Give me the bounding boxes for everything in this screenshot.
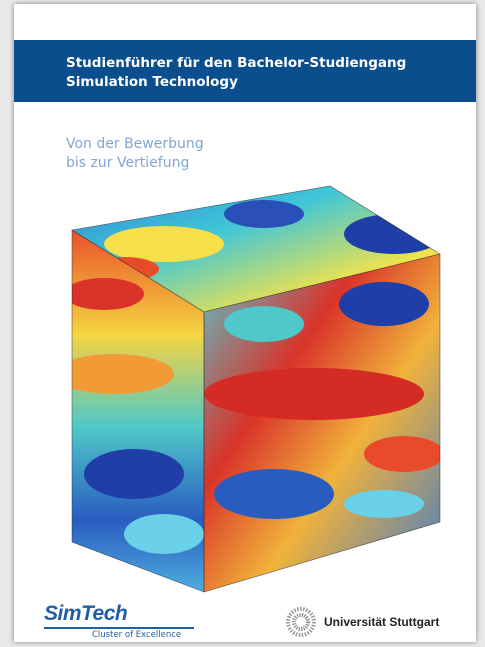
university-name: Universität Stuttgart xyxy=(324,615,440,629)
simtech-name: SimTech xyxy=(44,602,128,625)
subtitle-line: Von der Bewerbung xyxy=(66,136,204,152)
simtech-bar xyxy=(44,627,194,629)
cube-edges xyxy=(71,185,441,593)
university-logo: Universität Stuttgart xyxy=(286,607,439,637)
simtech-logo: SimTech Cluster of Excellence xyxy=(44,602,194,640)
cover-page: Studienführer für den Bachelor-Studienga… xyxy=(14,4,476,642)
title-line: Simulation Technology xyxy=(66,74,238,90)
title-band xyxy=(14,40,476,102)
simtech-tagline: Cluster of Excellence xyxy=(92,630,182,640)
subtitle-line: bis zur Vertiefung xyxy=(66,155,190,171)
cube-illustration xyxy=(71,185,441,593)
university-emblem xyxy=(286,607,316,637)
title: Studienführer für den Bachelor-Studienga… xyxy=(66,54,406,92)
subtitle: Von der Bewerbung bis zur Vertiefung xyxy=(66,135,204,173)
title-line: Studienführer für den Bachelor-Studienga… xyxy=(66,55,407,71)
